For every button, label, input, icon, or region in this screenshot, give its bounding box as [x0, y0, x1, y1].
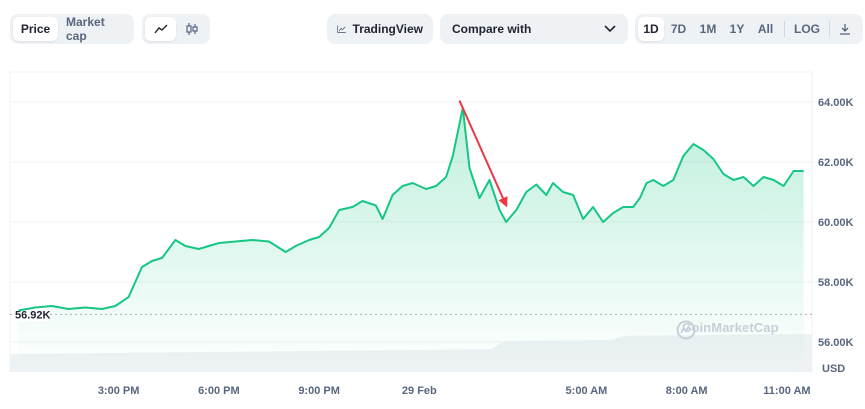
price-area — [18, 108, 804, 372]
range-1d[interactable]: 1D — [638, 17, 664, 41]
currency-label: USD — [822, 363, 845, 375]
range-1y[interactable]: 1Y — [729, 22, 745, 36]
x-tick-label: 9:00 PM — [298, 385, 340, 397]
candlestick-button[interactable] — [176, 17, 207, 41]
x-tick-label: 11:00 AM — [763, 385, 810, 397]
x-tick-label: 6:00 PM — [198, 385, 240, 397]
range-all[interactable]: All — [757, 22, 774, 36]
market-cap-tab[interactable]: Market cap — [66, 15, 105, 43]
chevron-down-icon — [604, 25, 616, 33]
log-scale-toggle[interactable]: LOG — [794, 22, 820, 36]
annotation-layer — [458, 100, 508, 208]
watermark-text: CoinMarketCap — [682, 320, 779, 335]
range-7d[interactable]: 7D — [670, 22, 687, 36]
price-tab[interactable]: Price — [13, 17, 58, 41]
divider — [784, 21, 785, 37]
y-tick-label: 56.00K — [818, 337, 854, 349]
compare-dropdown[interactable]: Compare with — [440, 14, 628, 44]
y-tick-label: 64.00K — [818, 97, 854, 109]
y-tick-label: 58.00K — [818, 277, 854, 289]
tradingview-button[interactable]: TradingView — [327, 14, 433, 44]
x-tick-label: 3:00 PM — [98, 385, 140, 397]
x-axis: 3:00 PM 6:00 PM 9:00 PM 29 Feb 5:00 AM 8:00 A… — [98, 385, 811, 397]
download-icon — [840, 24, 850, 35]
price-chart[interactable]: 56.92K 64.00K 62.00K 60.00K 58.00K 56.00K USD… — [0, 60, 865, 409]
price-chart-svg: 56.92K 64.00K 62.00K 60.00K 58.00K 56.00K USD… — [9, 71, 854, 397]
compare-label: Compare with — [452, 22, 532, 36]
x-tick-label: 29 Feb — [402, 385, 437, 397]
divider — [829, 21, 830, 37]
time-range-toggle: 1D 7D 1M 1Y All LOG — [635, 14, 863, 44]
x-tick-label: 5:00 AM — [566, 385, 608, 397]
x-tick-label: 8:00 AM — [666, 385, 708, 397]
open-price-label: 56.92K — [15, 309, 51, 321]
coinmarketcap-logo-icon — [676, 320, 696, 340]
metric-toggle: Price Market cap — [10, 14, 134, 44]
coinmarketcap-watermark: CoinMarketCap — [676, 320, 779, 340]
chart-style-toggle — [142, 14, 210, 44]
price-area-fill — [18, 108, 804, 372]
candlestick-icon — [185, 23, 198, 35]
y-tick-label: 62.00K — [818, 157, 854, 169]
chart-trend-icon — [337, 25, 346, 33]
line-chart-icon — [153, 24, 167, 34]
y-axis: 64.00K 62.00K 60.00K 58.00K 56.00K USD — [818, 97, 854, 375]
tradingview-label: TradingView — [352, 22, 423, 36]
line-chart-button[interactable] — [145, 17, 176, 41]
range-1m[interactable]: 1M — [699, 22, 717, 36]
chart-toolbar: Price Market cap TradingView Compare wit… — [0, 0, 865, 60]
download-button[interactable] — [834, 17, 856, 41]
annotation-arrow — [458, 100, 508, 208]
y-tick-label: 60.00K — [818, 217, 854, 229]
